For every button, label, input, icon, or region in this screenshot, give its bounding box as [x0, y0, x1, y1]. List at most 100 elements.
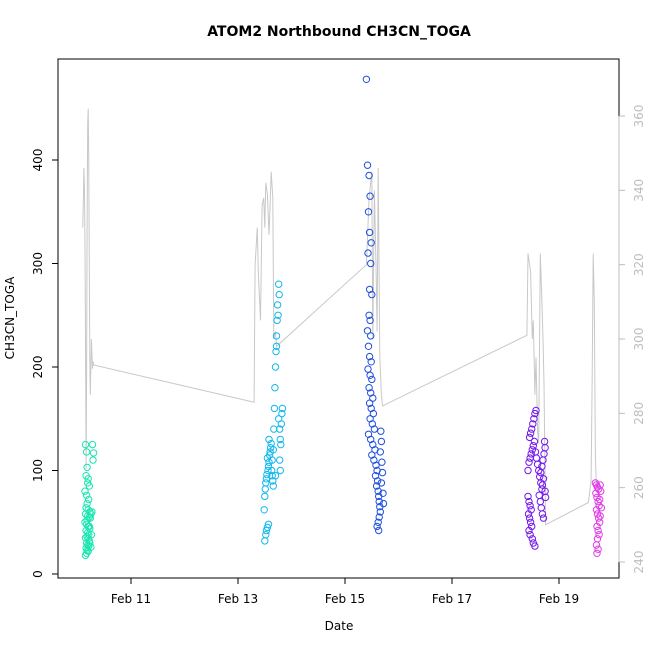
y-tick-label: 100 [31, 459, 45, 482]
data-point [525, 458, 533, 466]
data-point [540, 437, 549, 446]
data-point [539, 514, 548, 522]
data-point [273, 301, 282, 309]
data-point [270, 404, 279, 413]
data-point [262, 479, 270, 487]
data-point [376, 508, 384, 516]
data-point [274, 311, 282, 319]
data-point [526, 502, 534, 510]
chart-title: ATOM2 Northbound CH3CN_TOGA [207, 24, 471, 40]
data-point [87, 510, 95, 518]
data-point [83, 463, 91, 472]
data-point [278, 409, 286, 418]
data-point [527, 450, 535, 458]
data-point [376, 448, 384, 456]
data-point [365, 171, 373, 180]
y-tick-label: 300 [31, 252, 45, 275]
data-point [375, 497, 383, 506]
data-point [530, 415, 538, 423]
data-point [276, 425, 284, 433]
data-point [377, 479, 386, 487]
y2-tick-label: 340 [632, 179, 646, 202]
axes-layer: Feb 11 Feb 13 Feb 15 Feb 17 Feb 19 0 100 200 300… [31, 105, 646, 606]
data-point [366, 192, 374, 200]
data-point [378, 468, 387, 477]
data-point [525, 497, 533, 506]
data-point [262, 526, 271, 535]
data-point [85, 495, 93, 504]
data-point [260, 506, 268, 514]
data-point [85, 482, 94, 490]
data-point [592, 489, 600, 497]
data-point [373, 522, 381, 531]
y2-tick-label: 360 [632, 105, 646, 128]
data-point [369, 409, 378, 418]
data-point [88, 440, 97, 449]
data-point [364, 249, 372, 257]
data-point [379, 499, 388, 508]
data-point [365, 311, 373, 319]
data-point [271, 472, 280, 480]
data-point [594, 514, 603, 522]
data-point [597, 487, 605, 495]
data-point [89, 449, 98, 457]
data-point [378, 458, 386, 466]
data-point [262, 475, 271, 483]
data-point [82, 448, 91, 456]
data-point [81, 440, 90, 449]
data-point [364, 208, 373, 216]
data-point [276, 435, 284, 444]
data-point [366, 316, 374, 325]
data-point [263, 470, 271, 479]
data-point [525, 514, 534, 522]
data-point [268, 456, 276, 464]
data-point [531, 542, 539, 550]
data-point [368, 451, 376, 459]
data-point [86, 514, 95, 522]
data-point [524, 492, 532, 501]
data-point [364, 342, 373, 350]
y2-tick-label: 280 [632, 402, 646, 425]
data-point [524, 466, 532, 475]
data-point [367, 259, 375, 268]
data-point [531, 409, 539, 418]
data-point [272, 342, 281, 350]
data-point [277, 420, 285, 428]
data-point [541, 493, 550, 502]
scatter-points-layer [81, 75, 605, 560]
data-point [529, 442, 537, 450]
data-point [82, 491, 91, 499]
data-point [374, 518, 382, 526]
data-point [265, 435, 273, 444]
y2-tick-label: 240 [632, 551, 646, 574]
data-point [368, 290, 376, 299]
x-tick-label: Feb 19 [539, 592, 579, 606]
data-point [264, 466, 272, 475]
data-point [271, 384, 279, 392]
series-2 [260, 280, 287, 545]
x-tick-label: Feb 13 [218, 592, 258, 606]
series-1 [81, 440, 98, 560]
data-point [593, 549, 601, 557]
data-point [363, 327, 372, 335]
data-point [526, 531, 534, 539]
data-point [275, 290, 283, 299]
x-tick-label: Feb 11 [111, 592, 151, 606]
data-point [273, 316, 281, 325]
data-point [374, 487, 382, 495]
y-tick-label: 0 [31, 570, 45, 578]
data-point [525, 433, 534, 442]
y2-tick-label: 260 [632, 476, 646, 499]
secondary-line [82, 108, 597, 526]
data-point [87, 543, 95, 551]
data-point [277, 440, 285, 449]
y-tick-label: 400 [31, 149, 45, 172]
data-point [365, 352, 374, 361]
data-point [81, 551, 90, 560]
data-point [526, 518, 535, 526]
data-point [276, 466, 284, 475]
data-point [365, 384, 373, 392]
data-point [278, 404, 287, 413]
data-point [366, 371, 374, 379]
